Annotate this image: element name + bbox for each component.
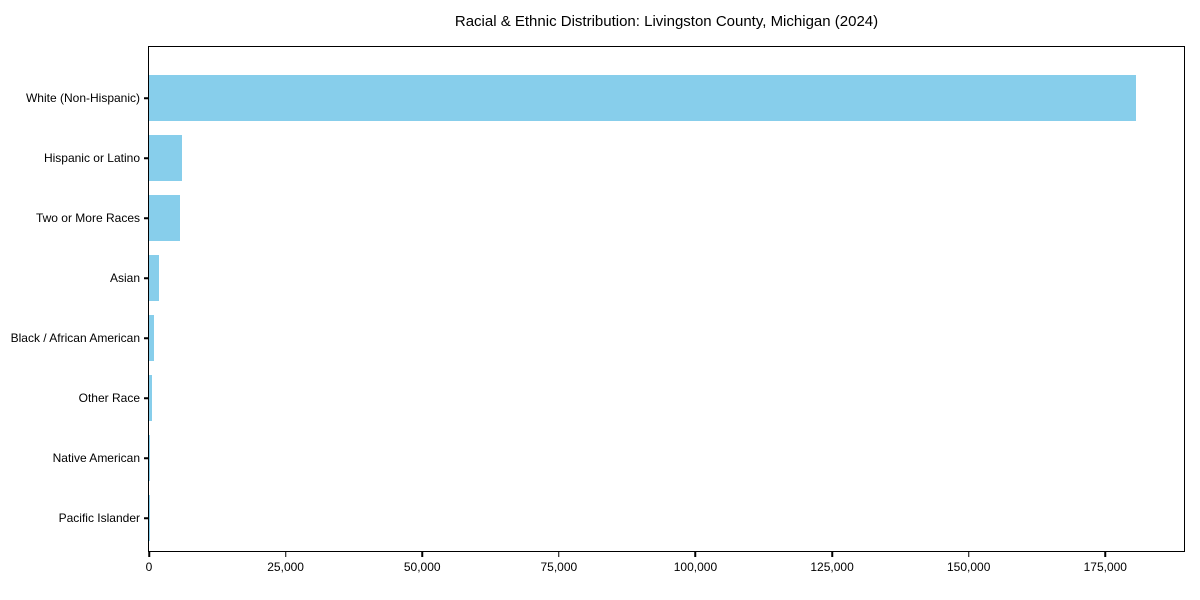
y-tick-mark	[144, 97, 149, 99]
x-tick-mark	[148, 552, 150, 557]
bar-row: Two or More Races	[36, 188, 1184, 248]
y-axis-label: Pacific Islander	[58, 511, 140, 525]
x-tick-label: 125,000	[810, 560, 854, 574]
y-axis-label: Hispanic or Latino	[43, 151, 140, 165]
bar	[149, 75, 1137, 121]
bar	[149, 375, 153, 421]
x-tick-mark	[421, 552, 423, 557]
y-tick-mark	[144, 157, 149, 159]
y-tick-mark	[144, 397, 149, 399]
x-axis-ticks: 0 25,000 50,000 75,000 100,000 125,000 150,000…	[145, 551, 1184, 581]
x-tick-label: 175,000	[1083, 560, 1127, 574]
x-tick-label: 75,000	[540, 560, 578, 574]
x-tick-label: 150,000	[946, 560, 991, 574]
bar-row: Other Race	[79, 368, 1184, 428]
x-tick-label: 25,000	[267, 560, 304, 574]
bar	[149, 255, 160, 301]
bar-row: Hispanic or Latino	[44, 128, 1184, 188]
plot-area: White (Non-Hispanic) Hispanic or Latino Tw…	[11, 46, 1185, 574]
y-tick-mark	[144, 337, 149, 339]
y-tick-mark	[144, 277, 149, 279]
y-axis-label: Black / African American	[10, 331, 140, 345]
x-tick-mark	[967, 552, 970, 557]
y-axis-label: Two or More Races	[35, 211, 140, 225]
x-tick-mark	[1104, 552, 1107, 557]
x-tick-label: 100,000	[673, 560, 718, 574]
y-axis-label: Other Race	[78, 391, 140, 405]
y-axis-label: Native American	[52, 451, 140, 465]
y-axis-label: White (Non-Hispanic)	[25, 91, 140, 105]
x-tick-mark	[831, 552, 833, 557]
bar-row: Black / African American	[11, 308, 1184, 368]
x-tick-label: 0	[145, 560, 153, 574]
bar-row: White (Non-Hispanic)	[26, 68, 1184, 128]
x-tick-mark	[694, 552, 697, 557]
bar-row: Pacific Islander	[59, 488, 1184, 548]
x-tick-mark	[284, 552, 287, 557]
chart-title: Racial & Ethnic Distribution: Livingston…	[454, 13, 879, 30]
y-tick-mark	[144, 517, 149, 519]
bar-row: Native American	[53, 428, 1184, 488]
bar	[149, 315, 155, 361]
bar	[149, 135, 182, 181]
y-tick-mark	[144, 217, 149, 219]
bar-row: Asian	[110, 248, 1184, 308]
bar	[149, 435, 151, 481]
bar	[149, 195, 180, 241]
y-axis-label: Asian	[109, 271, 140, 285]
y-tick-mark	[144, 457, 149, 459]
x-tick-mark	[558, 552, 560, 557]
bar-rows: White (Non-Hispanic) Hispanic or Latino Tw…	[11, 47, 1184, 551]
x-tick-label: 50,000	[403, 560, 441, 574]
